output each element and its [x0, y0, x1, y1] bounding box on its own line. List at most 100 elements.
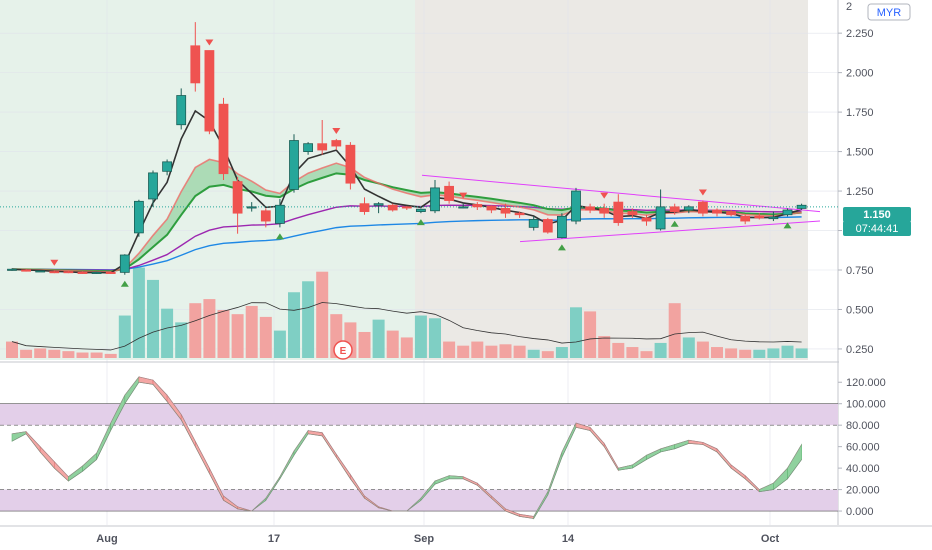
- candle[interactable]: [373, 202, 384, 214]
- candle[interactable]: [49, 270, 60, 274]
- price-tick: 1.250: [846, 186, 874, 198]
- candle[interactable]: [35, 270, 46, 273]
- candle[interactable]: [401, 206, 412, 210]
- price-scale-bg: [839, 0, 932, 525]
- candle[interactable]: [683, 205, 694, 214]
- candle[interactable]: [317, 120, 328, 155]
- candle[interactable]: [571, 187, 581, 225]
- candle[interactable]: [698, 200, 708, 217]
- osc-tick: 40.000: [846, 463, 880, 475]
- candle[interactable]: [77, 271, 88, 274]
- candle[interactable]: [63, 270, 74, 274]
- volume-bar: [471, 341, 484, 358]
- candle[interactable]: [274, 198, 285, 228]
- candle[interactable]: [613, 194, 624, 226]
- candle[interactable]: [148, 170, 158, 207]
- candle[interactable]: [204, 50, 215, 135]
- candle[interactable]: [331, 138, 342, 150]
- candle[interactable]: [444, 181, 455, 204]
- candle[interactable]: [754, 213, 765, 220]
- volume-bar: [34, 348, 47, 358]
- candlesticks[interactable]: [7, 22, 807, 275]
- candle[interactable]: [641, 214, 652, 226]
- candle[interactable]: [387, 203, 398, 212]
- volume-bar: [682, 337, 695, 358]
- candle[interactable]: [232, 176, 243, 234]
- candle[interactable]: [119, 254, 130, 275]
- candle-body: [698, 201, 708, 214]
- volume-bar: [161, 308, 174, 358]
- candle-body: [613, 201, 624, 224]
- candle[interactable]: [303, 142, 314, 155]
- earnings-badge[interactable]: E: [333, 340, 353, 360]
- candle[interactable]: [557, 213, 567, 239]
- candle[interactable]: [726, 210, 736, 217]
- candle[interactable]: [472, 202, 483, 210]
- candle[interactable]: [430, 180, 440, 214]
- candle[interactable]: [289, 134, 299, 193]
- candle[interactable]: [655, 189, 666, 231]
- buy-arrow-icon: [275, 233, 284, 240]
- candle[interactable]: [669, 203, 680, 215]
- candle[interactable]: [528, 216, 539, 231]
- oscillator-panel: [0, 376, 838, 520]
- candle-body: [571, 190, 581, 222]
- volume-bar: [485, 345, 498, 358]
- candle-body: [528, 219, 539, 228]
- volume-bar: [555, 347, 568, 358]
- candle[interactable]: [585, 203, 595, 214]
- volume-bar: [245, 305, 258, 358]
- volume-bar: [513, 345, 526, 358]
- candle[interactable]: [190, 22, 201, 92]
- candle[interactable]: [627, 208, 638, 218]
- candle[interactable]: [260, 208, 271, 228]
- candle[interactable]: [486, 205, 497, 214]
- currency-badge[interactable]: MYR: [867, 3, 911, 21]
- volume-bar: [541, 351, 554, 358]
- osc-tick: 20.000: [846, 485, 880, 497]
- candle[interactable]: [133, 199, 144, 237]
- candle[interactable]: [514, 211, 525, 218]
- volume-bar: [288, 292, 300, 358]
- candle[interactable]: [542, 217, 553, 234]
- candle[interactable]: [105, 271, 116, 274]
- candle[interactable]: [712, 208, 722, 217]
- candle-body: [754, 215, 765, 219]
- candle-body: [148, 172, 158, 200]
- osc-tick: 120.000: [846, 377, 886, 389]
- candle[interactable]: [458, 203, 469, 209]
- volume-bar: [668, 303, 681, 358]
- candle[interactable]: [500, 203, 511, 218]
- candle[interactable]: [782, 208, 793, 217]
- volume-bar: [217, 310, 230, 358]
- candle[interactable]: [218, 97, 229, 180]
- volume-bar: [739, 349, 752, 358]
- candle[interactable]: [91, 271, 102, 274]
- candle[interactable]: [768, 211, 779, 222]
- candle[interactable]: [246, 202, 257, 212]
- price-tick-partial: 2: [846, 1, 852, 13]
- osc-tick: 60.000: [846, 442, 880, 454]
- candle[interactable]: [21, 269, 32, 272]
- candle[interactable]: [359, 197, 370, 215]
- candle[interactable]: [415, 208, 426, 214]
- candle[interactable]: [345, 142, 356, 190]
- ema-mid-line: [11, 158, 802, 273]
- candle[interactable]: [7, 268, 17, 271]
- volume-bars: [6, 267, 808, 358]
- candle[interactable]: [176, 88, 187, 130]
- volume-bar: [711, 347, 723, 358]
- candle-body: [77, 271, 88, 274]
- candle-body: [35, 270, 46, 273]
- volume-bar: [231, 314, 244, 358]
- volume-bar: [767, 348, 780, 358]
- candle[interactable]: [796, 203, 807, 210]
- candle-body: [204, 50, 215, 132]
- price-tick: 0.750: [846, 265, 874, 277]
- candle[interactable]: [740, 214, 751, 225]
- candle[interactable]: [162, 159, 173, 176]
- candle[interactable]: [599, 203, 610, 218]
- volume-bar: [386, 330, 399, 358]
- candle-body: [627, 211, 638, 216]
